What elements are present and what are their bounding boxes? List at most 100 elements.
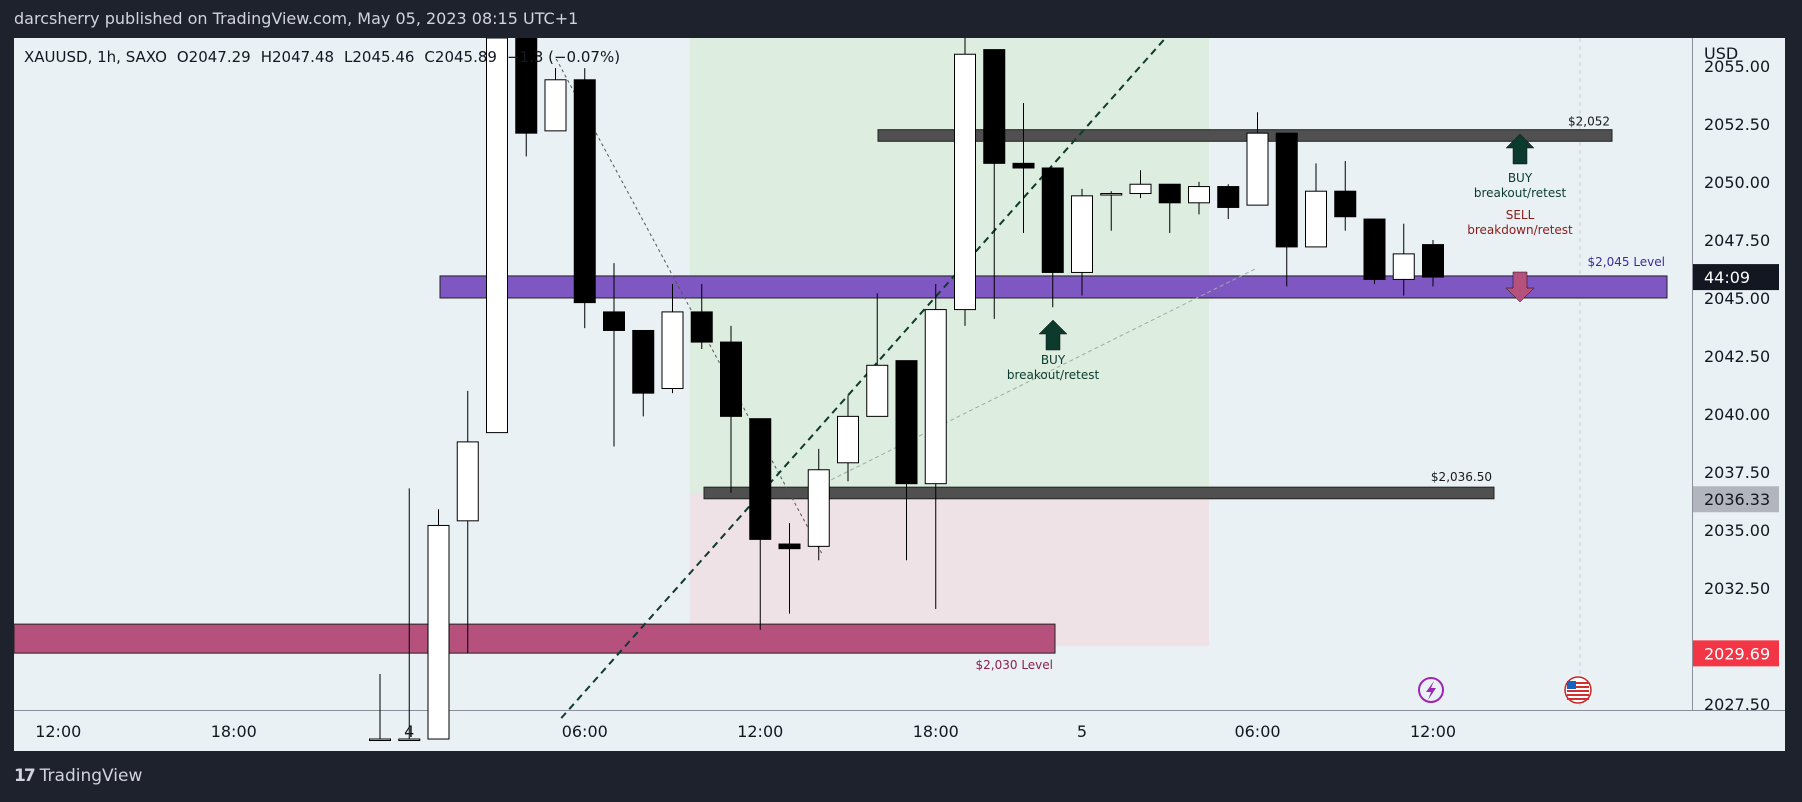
candle bbox=[456, 390, 479, 654]
candle bbox=[603, 263, 625, 447]
x-tick-label: 4 bbox=[404, 722, 414, 741]
candle-body-bear bbox=[603, 311, 625, 331]
level-label-2036: $2,036.50 bbox=[1431, 470, 1492, 484]
candle-body-bear bbox=[573, 79, 596, 304]
buy-annotation-subtitle: breakout/retest bbox=[1007, 368, 1100, 382]
publisher-bar: darcsherry published on TradingView.com,… bbox=[0, 0, 1802, 38]
trend-line-channel bbox=[818, 267, 1258, 487]
tradingview-logo-icon: 17 bbox=[14, 766, 36, 786]
sell-annotation-subtitle: breakdown/retest bbox=[1467, 223, 1573, 237]
level-band-2045 bbox=[439, 275, 1668, 299]
us-flag-canton bbox=[1567, 681, 1576, 689]
lightning-icon-bolt bbox=[1426, 681, 1436, 700]
legend-symbol: XAUUSD, 1h, SAXO bbox=[24, 48, 167, 66]
price-tag-bg bbox=[1693, 264, 1779, 291]
legend-high: H2047.48 bbox=[261, 48, 334, 66]
candle-body-bull bbox=[1392, 253, 1415, 280]
candle bbox=[1217, 184, 1240, 220]
candle-body-bull bbox=[1188, 186, 1210, 204]
chart-area[interactable]: $2,052 $2,045 Level $2,036.50 $2,030 Level B… bbox=[0, 38, 1802, 752]
candle-body-bear bbox=[1012, 162, 1035, 169]
candle-body-bear bbox=[1217, 186, 1240, 208]
us-flag-stripe bbox=[1567, 686, 1589, 688]
candle bbox=[720, 325, 742, 493]
candle bbox=[837, 395, 859, 482]
legend-close: C2045.89 bbox=[424, 48, 497, 66]
legend-change: −1.3 (−0.07%) bbox=[507, 48, 620, 66]
candle bbox=[1422, 239, 1444, 287]
x-tick-label: 12:00 bbox=[1410, 722, 1456, 741]
candle-body-bull bbox=[398, 738, 421, 742]
time-scale-background bbox=[14, 710, 1785, 751]
candle bbox=[983, 49, 1006, 319]
x-tick-label: 06:00 bbox=[562, 722, 608, 741]
profit-zone bbox=[689, 38, 1209, 493]
candle-body-bull bbox=[837, 415, 859, 464]
y-tick-label: 2040.00 bbox=[1704, 405, 1770, 424]
sell-arrow-icon bbox=[1505, 271, 1535, 303]
price-scale-background bbox=[1692, 38, 1785, 710]
y-tick-label: 2027.50 bbox=[1704, 695, 1770, 714]
buy-annotation-title: BUY bbox=[1041, 353, 1066, 367]
candle-body-bear bbox=[778, 543, 801, 550]
candle-body-bear bbox=[1422, 244, 1444, 278]
candle-body-bear bbox=[983, 49, 1006, 164]
candle bbox=[924, 284, 947, 610]
candle-body-bear bbox=[1041, 167, 1064, 273]
candle-body-bear bbox=[749, 418, 772, 540]
candle-body-bull bbox=[807, 469, 830, 547]
buy-annotation-subtitle: breakout/retest bbox=[1474, 186, 1567, 200]
candle bbox=[398, 488, 421, 742]
candle-body-bear bbox=[1334, 190, 1357, 218]
level-band-2052 bbox=[877, 129, 1613, 142]
buy-arrow-icon bbox=[1505, 133, 1535, 165]
candle bbox=[427, 509, 450, 740]
candle bbox=[515, 38, 538, 157]
candle bbox=[1246, 112, 1269, 206]
level-label-2052: $2,052 bbox=[1568, 114, 1610, 128]
candle bbox=[1041, 167, 1064, 308]
candle bbox=[661, 284, 684, 394]
candle bbox=[1334, 161, 1357, 231]
y-tick-label: 2050.00 bbox=[1704, 173, 1770, 192]
price-tag-label: 2029.69 bbox=[1704, 644, 1770, 663]
candle bbox=[1100, 191, 1123, 231]
candle bbox=[369, 674, 391, 742]
candle-body-bull bbox=[544, 79, 567, 132]
candle-body-bull bbox=[456, 441, 479, 522]
candle-body-bull bbox=[427, 524, 450, 740]
us-flag-stripe bbox=[1567, 682, 1589, 684]
candle-body-bear bbox=[895, 360, 918, 485]
buy-annotation-title: BUY bbox=[1508, 171, 1533, 185]
x-tick-label: 12:00 bbox=[35, 722, 81, 741]
candle-body-bull bbox=[866, 364, 889, 417]
candle-body-bull bbox=[1305, 190, 1327, 248]
candle-body-bull bbox=[369, 738, 391, 742]
level-band-2036 bbox=[703, 486, 1495, 500]
candle-body-bear bbox=[1158, 183, 1181, 204]
x-tick-label: 5 bbox=[1077, 722, 1087, 741]
candle bbox=[954, 38, 976, 326]
lightning-icon-ring bbox=[1418, 677, 1444, 703]
x-tick-label: 18:00 bbox=[211, 722, 257, 741]
level-label-2045: $2,045 Level bbox=[1588, 255, 1665, 269]
currency-label: USD bbox=[1704, 44, 1738, 63]
candle-body-bear bbox=[690, 311, 713, 343]
candle-body-bull bbox=[1246, 132, 1269, 206]
level-band-2030 bbox=[13, 623, 1056, 654]
x-tick-label: 12:00 bbox=[737, 722, 783, 741]
publisher-line: darcsherry published on TradingView.com,… bbox=[14, 9, 579, 28]
candle-body-bear bbox=[1275, 132, 1298, 248]
candle-body-bull bbox=[1129, 183, 1152, 195]
candle bbox=[690, 284, 713, 350]
price-tag-bg bbox=[1693, 486, 1779, 513]
y-tick-label: 2032.50 bbox=[1704, 579, 1770, 598]
candle-body-bull bbox=[661, 311, 684, 390]
buy-arrow-icon bbox=[1038, 319, 1068, 351]
candle bbox=[1188, 181, 1210, 215]
ohlc-legend: XAUUSD, 1h, SAXO O2047.29 H2047.48 L2045.46… bbox=[24, 48, 620, 66]
candle-body-bear bbox=[632, 329, 655, 394]
y-tick-label: 2055.00 bbox=[1704, 57, 1770, 76]
us-flag-stripe bbox=[1567, 690, 1589, 692]
tradingview-logo[interactable]: 17 TradingView bbox=[14, 766, 142, 786]
